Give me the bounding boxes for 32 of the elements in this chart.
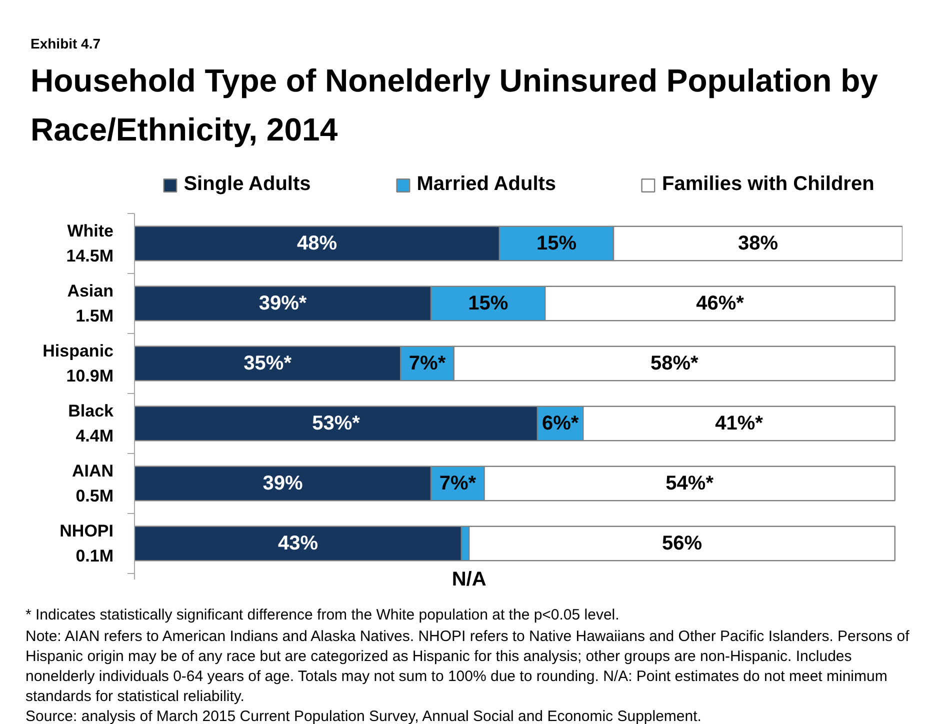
legend-label: Families with Children <box>662 173 874 196</box>
legend-label: Single Adults <box>184 173 311 196</box>
data-label: 53%* <box>312 412 360 434</box>
data-label: 41%* <box>715 412 764 434</box>
text: Note: AIAN refers to American Indians and Alaska Natives. NHOPI refers to Native Hawaiians and Other Pacific Islanders. Persons of Hispanic origin may be of any race but are categorized as Hispanic for this analysis; other groups are non-Hispanic. Includes nonelderly individuals 0-64 years of age. Totals may not sum to 100% due to rounding. N/A: Point estimates do not meet minimum standards for statistical reliability. <box>26 628 910 705</box>
data-label: 56% <box>662 532 702 554</box>
chart-subtitle: Exhibit 4.7 <box>30 36 101 52</box>
data-label: 15% <box>468 292 508 314</box>
chart-title: Household Type of Nonelderly Uninsured Population by Race/Ethnicity, 2014 <box>30 62 878 148</box>
data-label: 6%* <box>542 412 579 434</box>
data-label: 35%* <box>244 352 292 374</box>
data-label: 43% <box>278 532 318 554</box>
data-label: 38% <box>738 232 778 254</box>
data-label: 54%* <box>666 472 714 494</box>
text: * Indicates statistically significant difference from the White population at the p<0.05 level. <box>26 606 620 624</box>
data-label: 7%* <box>439 472 476 494</box>
data-label: 39%* <box>258 292 307 314</box>
data-label: 46%* <box>696 292 744 314</box>
data-label: 15% <box>536 232 577 254</box>
y-tick-label: NHOPI 0.1M <box>60 522 114 566</box>
y-tick-label: AIAN 0.5M <box>72 462 114 506</box>
legend-label: Married Adults <box>416 173 556 196</box>
source-note: Source: analysis of March 2015 Current Population Survey, Annual Social and Economic Supplement. <box>26 708 702 724</box>
data-label: 58%* <box>650 352 699 374</box>
y-tick-label: White 14.5M <box>66 222 114 266</box>
y-tick-label: Black 4.4M <box>68 402 114 446</box>
data-label: 7%* <box>408 352 446 374</box>
data-label: 48% <box>296 232 338 254</box>
data-label: 39% <box>262 472 304 494</box>
y-tick-label: Hispanic 10.9M <box>42 342 114 386</box>
annotation: N/A <box>452 568 486 591</box>
y-tick-label: Asian 1.5M <box>67 282 114 326</box>
